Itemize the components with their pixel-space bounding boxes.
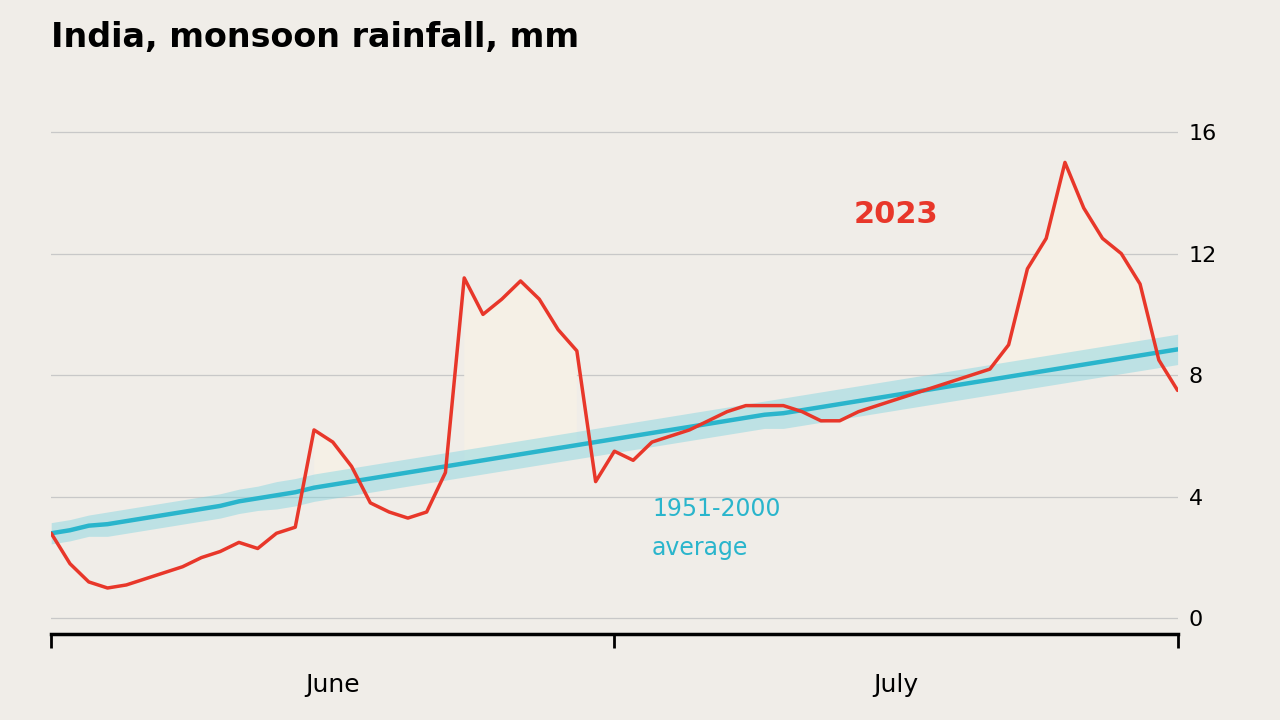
- Text: India, monsoon rainfall, mm: India, monsoon rainfall, mm: [51, 21, 580, 53]
- Text: June: June: [306, 673, 360, 697]
- Text: 2023: 2023: [854, 200, 938, 229]
- Text: average: average: [652, 536, 749, 560]
- Text: July: July: [873, 673, 919, 697]
- Text: 1951-2000: 1951-2000: [652, 497, 781, 521]
